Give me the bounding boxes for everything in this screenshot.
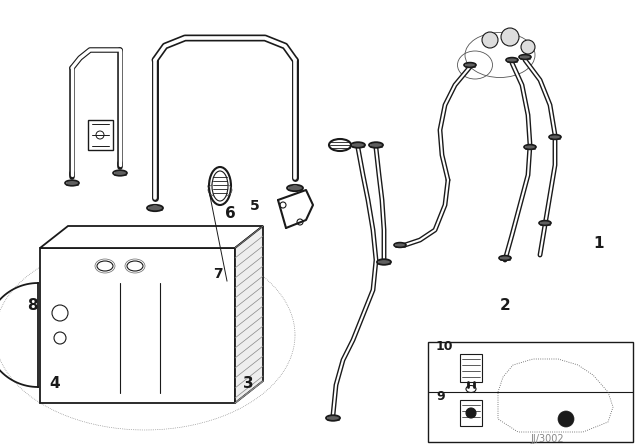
Ellipse shape [209, 167, 231, 205]
Text: 2: 2 [500, 298, 511, 313]
Ellipse shape [329, 139, 351, 151]
Ellipse shape [524, 145, 536, 149]
Bar [428, 342, 633, 442]
Circle shape [521, 40, 535, 54]
Ellipse shape [113, 170, 127, 176]
Ellipse shape [287, 185, 303, 191]
Ellipse shape [351, 142, 365, 148]
Ellipse shape [519, 55, 531, 60]
Text: 7: 7 [213, 267, 223, 281]
Text: 10: 10 [436, 340, 454, 353]
Ellipse shape [326, 415, 340, 421]
Ellipse shape [506, 58, 518, 62]
Text: 8: 8 [27, 298, 37, 313]
Text: JJ/3002: JJ/3002 [530, 434, 564, 444]
Ellipse shape [65, 180, 79, 186]
Text: 4: 4 [50, 376, 60, 391]
Ellipse shape [147, 205, 163, 211]
Ellipse shape [369, 142, 383, 148]
Text: 1: 1 [593, 236, 604, 251]
Ellipse shape [499, 256, 511, 260]
Ellipse shape [212, 171, 228, 201]
Text: 3: 3 [243, 376, 253, 391]
Text: 9: 9 [436, 390, 445, 403]
Ellipse shape [549, 134, 561, 139]
Circle shape [466, 408, 476, 418]
Circle shape [482, 32, 498, 48]
Bar [460, 400, 482, 426]
Circle shape [501, 28, 519, 46]
Bar [40, 248, 235, 403]
Bar [88, 120, 113, 150]
Ellipse shape [539, 220, 551, 225]
Bar [460, 354, 482, 382]
Polygon shape [235, 226, 263, 403]
Text: 5: 5 [250, 199, 260, 213]
Ellipse shape [377, 259, 391, 265]
Circle shape [558, 411, 574, 427]
Text: 6: 6 [225, 206, 236, 221]
Ellipse shape [464, 63, 476, 67]
Polygon shape [40, 226, 263, 248]
Ellipse shape [394, 243, 406, 247]
